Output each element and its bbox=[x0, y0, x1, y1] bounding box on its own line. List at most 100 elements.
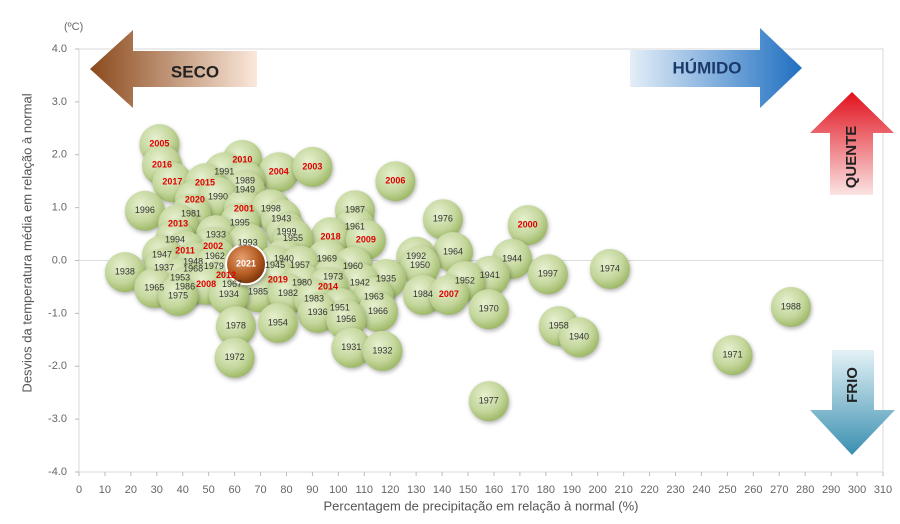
point-label: 1966 bbox=[368, 306, 388, 316]
point-label: 1931 bbox=[341, 342, 361, 352]
point-label: 2008 bbox=[196, 279, 216, 289]
x-tick-label: 290 bbox=[822, 484, 840, 496]
bubble bbox=[208, 274, 249, 315]
x-tick-label: 170 bbox=[511, 484, 529, 496]
bubble bbox=[468, 289, 509, 330]
point-label: 1991 bbox=[214, 167, 234, 177]
bubble bbox=[215, 306, 256, 347]
point-label: 1952 bbox=[455, 275, 475, 285]
bubble bbox=[292, 146, 333, 187]
point-label: 1948 bbox=[183, 256, 203, 266]
point-label: 1984 bbox=[413, 289, 433, 299]
point-label: 1936 bbox=[308, 307, 328, 317]
point-label: 1942 bbox=[350, 278, 370, 288]
point-label: 1960 bbox=[343, 261, 363, 271]
bubble bbox=[124, 190, 165, 231]
point-label: 1962 bbox=[205, 251, 225, 261]
point-label: 1995 bbox=[230, 217, 250, 227]
y-tick-label: 1.0 bbox=[52, 202, 67, 214]
point-label: 1935 bbox=[376, 273, 396, 283]
point-label: 1949 bbox=[235, 185, 255, 195]
y-tick-label: -1.0 bbox=[48, 307, 67, 319]
point-label: 1944 bbox=[502, 253, 522, 263]
point-label: 2017 bbox=[162, 177, 182, 187]
point-label: 2005 bbox=[149, 139, 169, 149]
point-label: 2000 bbox=[518, 219, 538, 229]
point-label: 1954 bbox=[268, 317, 288, 327]
point-label: 1968 bbox=[183, 263, 203, 273]
x-tick-label: 10 bbox=[99, 484, 111, 496]
bubble bbox=[589, 248, 630, 289]
point-label: 1976 bbox=[433, 214, 453, 224]
x-tick-label: 210 bbox=[614, 484, 632, 496]
point-label: 2011 bbox=[175, 245, 195, 255]
point-label: 1989 bbox=[235, 176, 255, 186]
bubble bbox=[258, 152, 299, 193]
point-label: 1997 bbox=[538, 269, 558, 279]
point-label: 1998 bbox=[261, 204, 281, 214]
point-label: 1941 bbox=[480, 270, 500, 280]
point-label: 2007 bbox=[439, 289, 459, 299]
hot-arrow bbox=[810, 92, 894, 195]
bubble bbox=[358, 291, 399, 332]
point-label: 1932 bbox=[372, 345, 392, 355]
point-label: 1996 bbox=[135, 205, 155, 215]
x-tick-label: 220 bbox=[640, 484, 658, 496]
point-label: 1940 bbox=[569, 332, 589, 342]
x-tick-label: 270 bbox=[770, 484, 788, 496]
x-tick-label: 250 bbox=[718, 484, 736, 496]
point-label: 1987 bbox=[345, 205, 365, 215]
dry-arrow bbox=[90, 30, 257, 108]
x-tick-label: 200 bbox=[589, 484, 607, 496]
point-label: 1947 bbox=[152, 250, 172, 260]
x-tick-label: 20 bbox=[125, 484, 137, 496]
bubble bbox=[104, 252, 145, 293]
bubble bbox=[158, 275, 199, 316]
x-tick-label: 140 bbox=[433, 484, 451, 496]
x-tick-label: 50 bbox=[203, 484, 215, 496]
point-label: 1951 bbox=[330, 302, 350, 312]
point-label: 1972 bbox=[225, 352, 245, 362]
point-label: 1986 bbox=[175, 281, 195, 291]
y-tick-label: 2.0 bbox=[52, 149, 67, 161]
bubble bbox=[712, 335, 753, 376]
point-label: 1961 bbox=[345, 222, 365, 232]
point-label: 1967 bbox=[222, 279, 242, 289]
bubble bbox=[257, 302, 298, 343]
y-tick-label: 4.0 bbox=[52, 43, 67, 55]
y-tick-label: -2.0 bbox=[48, 360, 67, 372]
point-label: 1985 bbox=[248, 287, 268, 297]
x-tick-label: 110 bbox=[356, 484, 374, 496]
point-label: 2019 bbox=[268, 274, 288, 284]
point-label: 1981 bbox=[181, 208, 201, 218]
bubble bbox=[468, 381, 509, 422]
point-label: 1983 bbox=[304, 293, 324, 303]
point-label: 1994 bbox=[165, 234, 185, 244]
x-tick-label: 180 bbox=[537, 484, 555, 496]
point-label: 1969 bbox=[317, 253, 337, 263]
point-label: 1943 bbox=[271, 214, 291, 224]
point-label: 1988 bbox=[781, 301, 801, 311]
wet-arrow bbox=[630, 28, 802, 108]
point-label: 2015 bbox=[195, 178, 215, 188]
point-label: 1977 bbox=[479, 396, 499, 406]
point-label: 1945 bbox=[265, 260, 285, 270]
point-label: 1957 bbox=[290, 260, 310, 270]
bubble bbox=[375, 161, 416, 202]
point-label: 1973 bbox=[323, 271, 343, 281]
point-label: 2003 bbox=[302, 161, 322, 171]
x-tick-label: 300 bbox=[848, 484, 866, 496]
point-label: 1956 bbox=[336, 314, 356, 324]
point-label: 2001 bbox=[234, 204, 254, 214]
x-axis-title: Percentagem de precipitação em relação à… bbox=[323, 498, 638, 513]
x-tick-label: 80 bbox=[280, 484, 292, 496]
point-label: 1974 bbox=[600, 263, 620, 273]
x-tick-label: 310 bbox=[874, 484, 892, 496]
point-label: 2012 bbox=[216, 270, 236, 280]
y-tick-label: -3.0 bbox=[48, 413, 67, 425]
bubble bbox=[559, 317, 600, 358]
x-tick-label: 70 bbox=[254, 484, 266, 496]
point-label: 1978 bbox=[226, 320, 246, 330]
point-label: 1934 bbox=[219, 289, 239, 299]
